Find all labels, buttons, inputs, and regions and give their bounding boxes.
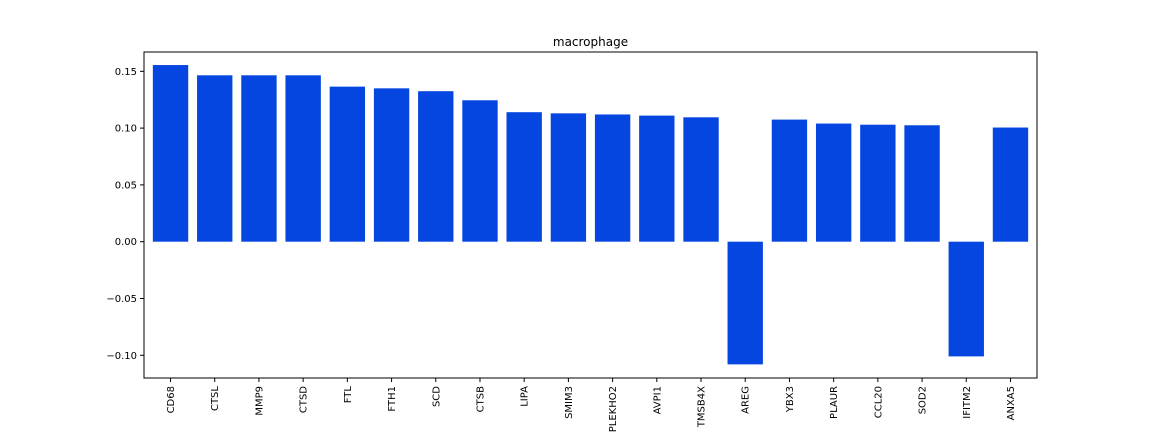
x-tick-label: FTH1 <box>387 386 398 412</box>
x-tick-label: PLAUR <box>829 386 840 419</box>
y-tick-label: 0.05 <box>115 180 137 191</box>
x-tick-label: FTL <box>343 386 354 404</box>
y-tick-label: 0.00 <box>115 237 137 248</box>
y-tick-label: −0.05 <box>106 294 137 305</box>
bar-sod2 <box>904 125 940 242</box>
bar-tmsb4x <box>683 117 719 242</box>
bar-areg <box>727 241 763 365</box>
bar-ftl <box>329 86 366 242</box>
x-tick-label: AVPI1 <box>652 386 663 414</box>
bar-ybx3 <box>771 119 808 242</box>
x-tick-label: LIPA <box>520 386 531 407</box>
bar-ctsb <box>462 100 498 242</box>
bar-plaur <box>815 123 852 242</box>
x-tick-label: SOD2 <box>918 386 929 414</box>
y-tick-label: 0.15 <box>115 67 137 78</box>
bar-mmp9 <box>241 75 277 242</box>
x-axis: CD68 CTSL MMP9 CTSD FTL FTH1 SCD CTSB LIPA SMIM3 P… <box>166 378 1017 432</box>
x-tick-label: TMSB4X <box>697 386 708 428</box>
x-tick-label: CCL20 <box>873 386 884 418</box>
bar-anxa5 <box>992 127 1029 242</box>
x-tick-label: PLEKHO2 <box>608 386 619 432</box>
bars-layer <box>152 65 1029 365</box>
bar-ctsl <box>197 75 233 242</box>
y-tick-label: 0.10 <box>115 124 137 135</box>
x-tick-label: CTSB <box>475 386 486 412</box>
x-tick-label: AREG <box>741 386 752 414</box>
x-tick-label: MMP9 <box>254 386 265 416</box>
bar-avpi1 <box>639 115 675 242</box>
x-tick-label: SMIM3 <box>564 386 575 419</box>
x-tick-label: CTSD <box>299 386 310 413</box>
chart-title: macrophage <box>553 35 628 49</box>
y-axis: −0.10 −0.05 0.00 0.05 0.10 0.15 <box>106 67 144 362</box>
bar-scd <box>418 91 454 242</box>
y-tick-label: −0.10 <box>106 351 137 362</box>
bar-plekho2 <box>594 114 631 242</box>
x-tick-label: YBX3 <box>785 386 796 413</box>
x-tick-label: SCD <box>431 386 442 407</box>
x-tick-label: CD68 <box>166 386 177 413</box>
bar-ifitm2 <box>948 241 984 357</box>
bar-ccl20 <box>860 124 896 242</box>
bar-cd68 <box>152 65 189 242</box>
bar-ctsd <box>285 75 321 242</box>
x-tick-label: CTSL <box>210 386 221 411</box>
bar-fth1 <box>373 88 410 242</box>
x-tick-label: ANXA5 <box>1006 386 1017 420</box>
plot-frame <box>143 51 1038 379</box>
bar-lipa <box>506 112 542 242</box>
bar-smim3 <box>550 113 587 242</box>
x-tick-label: IFITM2 <box>962 386 973 419</box>
